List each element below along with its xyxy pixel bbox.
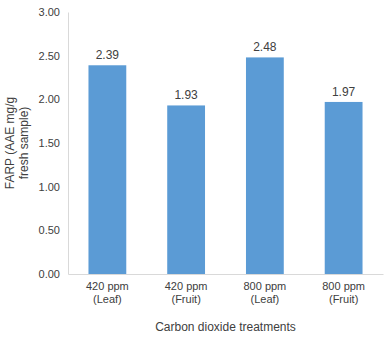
data-label: 2.48 bbox=[253, 40, 277, 54]
chart: 0.00 0.50 1.00 1.50 2.00 2.50 3.00 420 ppm(Leaf… bbox=[0, 0, 391, 341]
y-axis-line bbox=[68, 13, 69, 275]
y-tick-label: 0.50 bbox=[39, 224, 60, 236]
y-tick-label: 1.50 bbox=[39, 137, 60, 149]
data-label: 1.97 bbox=[332, 85, 356, 99]
y-tick: 2.50 bbox=[39, 50, 68, 62]
x-tick: 420 ppm(Leaf) bbox=[86, 274, 129, 305]
data-labels: 2.39 1.93 2.48 1.97 bbox=[96, 40, 356, 102]
plot: 0.00 0.50 1.00 1.50 2.00 2.50 3.00 420 ppm(Leaf… bbox=[39, 6, 384, 305]
x-tick-label: 800 ppm(Leaf) bbox=[243, 280, 286, 305]
y-tick: 2.00 bbox=[39, 93, 68, 105]
y-tick-label: 2.50 bbox=[39, 50, 60, 62]
x-tick-label: 420 ppm(Fruit) bbox=[165, 280, 208, 305]
x-tick-label: 420 ppm(Leaf) bbox=[86, 280, 129, 305]
x-axis-title: Carbon dioxide treatments bbox=[155, 320, 296, 334]
y-tick-label: 1.00 bbox=[39, 181, 60, 193]
bar bbox=[88, 65, 126, 274]
data-label: 1.93 bbox=[174, 88, 198, 102]
bar bbox=[167, 105, 205, 274]
y-tick: 0.50 bbox=[39, 224, 68, 236]
x-axis-line bbox=[69, 274, 384, 275]
x-tick: 800 ppm(Leaf) bbox=[243, 274, 286, 305]
x-tick: 800 ppm(Fruit) bbox=[322, 274, 365, 305]
y-tick: 1.00 bbox=[39, 181, 68, 193]
data-label: 2.39 bbox=[96, 48, 120, 62]
y-tick-label: 3.00 bbox=[39, 6, 60, 18]
x-axis: 420 ppm(Leaf) 420 ppm(Fruit) 800 ppm(Leaf)… bbox=[69, 274, 384, 305]
y-tick-label: 0.00 bbox=[39, 268, 60, 280]
x-tick: 420 ppm(Fruit) bbox=[165, 274, 208, 305]
bar bbox=[246, 57, 284, 274]
y-axis-title: FARP (AAE mg/gfresh sample) bbox=[3, 97, 31, 189]
bar bbox=[325, 102, 363, 274]
y-tick: 1.50 bbox=[39, 137, 68, 149]
y-tick: 3.00 bbox=[39, 6, 68, 18]
y-axis: 0.00 0.50 1.00 1.50 2.00 2.50 3.00 bbox=[39, 6, 69, 280]
y-tick: 0.00 bbox=[39, 268, 68, 280]
bars bbox=[88, 57, 362, 274]
x-tick-label: 800 ppm(Fruit) bbox=[322, 280, 365, 305]
y-tick-label: 2.00 bbox=[39, 93, 60, 105]
